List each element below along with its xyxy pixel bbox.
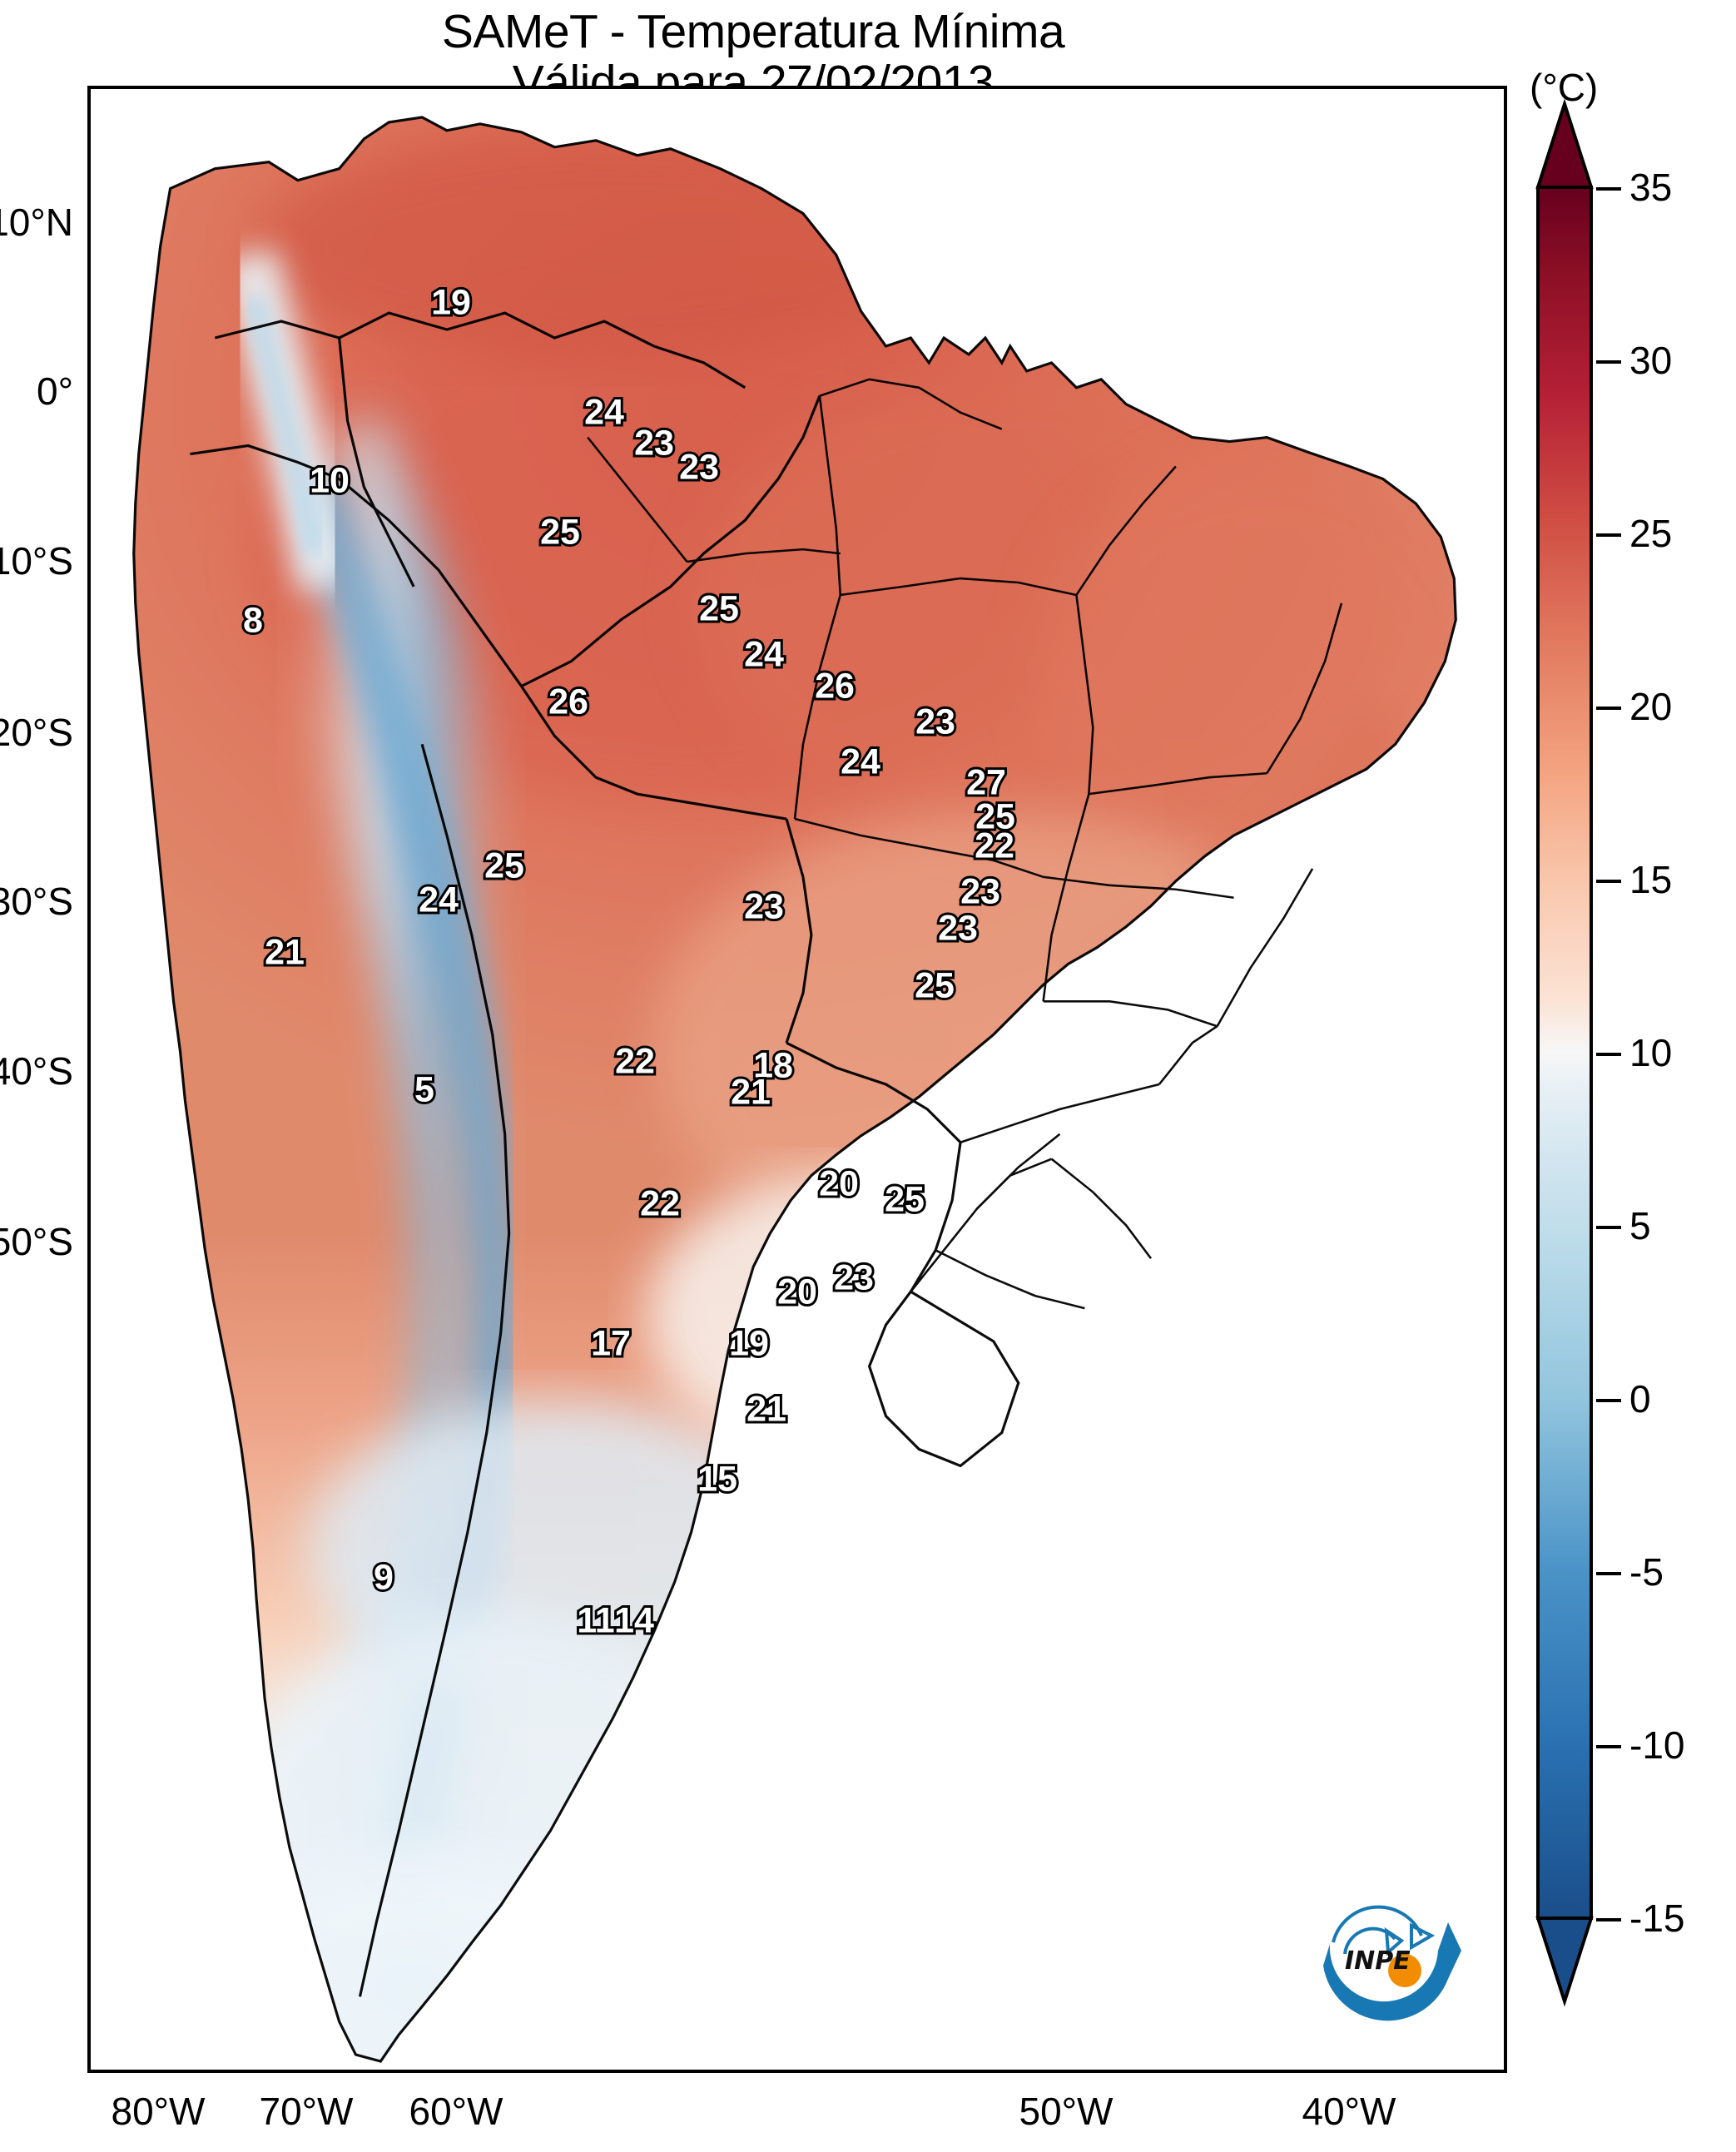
station-label-22-28: 22: [637, 1183, 682, 1224]
colorbar-tick-label-25: 25: [1629, 512, 1673, 555]
ytick-0: 0°: [37, 369, 73, 413]
station-label-8-6: 8: [241, 600, 265, 641]
colorbar-tick-label-5: 5: [1629, 1204, 1651, 1247]
xtick-50w: 50°W: [1019, 2090, 1114, 2133]
temperature-field-heatmap: [91, 89, 1504, 2070]
colorbar-tick-label-0: 0: [1629, 1377, 1651, 1421]
station-label-20-27: 20: [816, 1163, 861, 1204]
station-label-23-31: 23: [831, 1257, 876, 1298]
station-label-23-11: 23: [913, 702, 958, 742]
station-label-23-4: 23: [677, 447, 722, 488]
colorbar-tick--5: [1596, 1572, 1621, 1575]
station-label-23-19: 23: [742, 886, 786, 927]
colorbar-gradient: [1535, 98, 1594, 2007]
station-label-23-17: 23: [958, 871, 1003, 912]
station-label-19-0: 19: [429, 282, 474, 323]
station-label-22-15: 22: [972, 826, 1017, 866]
station-label-5-26: 5: [412, 1069, 437, 1110]
ytick-10n: 10°N: [0, 201, 73, 244]
station-label-19-33: 19: [727, 1323, 771, 1364]
station-label-24-2: 24: [582, 392, 627, 433]
colorbar-tick-label--10: -10: [1629, 1723, 1685, 1767]
station-label-23-20: 23: [935, 908, 980, 949]
station-label-14-38: 14: [612, 1600, 657, 1641]
station-label-24-12: 24: [838, 741, 883, 782]
colorbar-tick-label-10: 10: [1629, 1031, 1673, 1074]
ytick-20s: 20°S: [0, 711, 73, 754]
chart-title-block: SAMeT - Temperatura Mínima Válida para 2…: [0, 7, 1506, 108]
colorbar-tick-35: [1596, 187, 1621, 191]
station-label-24-18: 24: [416, 880, 461, 920]
station-label-20-30: 20: [775, 1272, 820, 1312]
station-label-10-1: 10: [307, 460, 352, 501]
colorbar-tick-label-35: 35: [1629, 166, 1673, 209]
station-label-15-35: 15: [695, 1459, 740, 1500]
station-label-25-29: 25: [882, 1179, 927, 1220]
colorbar-tick-label-20: 20: [1629, 685, 1673, 728]
station-label-17-32: 17: [588, 1323, 633, 1364]
colorbar-tick-30: [1596, 360, 1621, 364]
ytick-40s: 40°S: [0, 1049, 73, 1093]
colorbar-tick-20: [1596, 707, 1621, 710]
xtick-80w: 80°W: [111, 2090, 206, 2133]
station-label-26-9: 26: [812, 666, 857, 707]
colorbar-tick-5: [1596, 1226, 1621, 1229]
colorbar-tick-10: [1596, 1053, 1621, 1056]
colorbar-tick--10: [1596, 1745, 1621, 1748]
station-label-25-14: 25: [973, 796, 1018, 837]
ytick-50s: 50°S: [0, 1220, 73, 1263]
station-label-22-23: 22: [613, 1041, 657, 1082]
station-label-25-16: 25: [482, 845, 527, 886]
station-label-11-37: 11: [574, 1600, 618, 1641]
inpe-logo: INPE: [1323, 1905, 1461, 2021]
station-label-25-22: 25: [912, 965, 957, 1006]
colorbar-unit-label: (°C): [1530, 66, 1599, 109]
title-line-1: SAMeT - Temperatura Mínima: [441, 5, 1065, 58]
xtick-40w: 40°W: [1302, 2090, 1396, 2133]
station-label-26-10: 26: [546, 682, 591, 722]
colorbar-tick-label-30: 30: [1629, 339, 1673, 382]
map-plot-area: [87, 86, 1507, 2073]
ytick-10s: 10°S: [0, 539, 73, 583]
station-label-25-5: 25: [538, 512, 583, 553]
station-label-23-3: 23: [632, 423, 677, 464]
station-label-21-25: 21: [728, 1072, 773, 1113]
station-label-21-34: 21: [744, 1389, 789, 1430]
colorbar-tick-25: [1596, 533, 1621, 537]
station-label-24-8: 24: [742, 634, 786, 675]
colorbar-tick-label--5: -5: [1629, 1550, 1664, 1594]
colorbar[interactable]: 35 30 25 20 15 10 5 0 -5 -10 -15: [1535, 86, 1684, 2073]
station-label-25-7: 25: [697, 588, 742, 629]
colorbar-tick-label-15: 15: [1629, 858, 1673, 901]
xtick-70w: 70°W: [259, 2090, 354, 2133]
colorbar-tick-label--15: -15: [1629, 1897, 1685, 1940]
station-label-21-21: 21: [262, 932, 307, 973]
colorbar-tick-0: [1596, 1399, 1621, 1402]
ytick-30s: 30°S: [0, 880, 73, 923]
xtick-60w: 60°W: [409, 2090, 503, 2133]
colorbar-tick--15: [1596, 1918, 1621, 1921]
station-label-18-24: 18: [751, 1045, 796, 1086]
colorbar-tick-15: [1596, 880, 1621, 883]
inpe-logo-text: INPE: [1345, 1946, 1411, 1976]
station-label-9-36: 9: [371, 1557, 396, 1598]
station-label-27-13: 27: [964, 762, 1009, 803]
